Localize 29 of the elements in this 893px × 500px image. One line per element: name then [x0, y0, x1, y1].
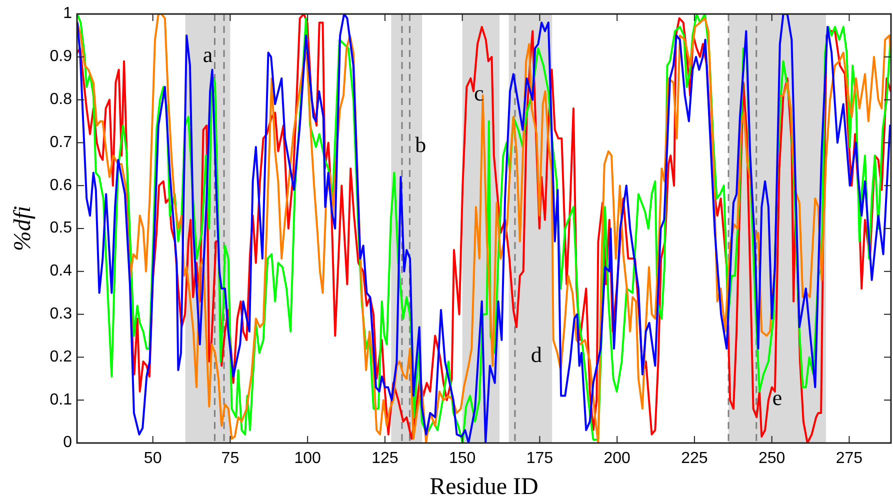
y-axis-title: %dfi — [10, 206, 36, 252]
band-label: e — [772, 385, 782, 410]
x-tick-label: 150 — [448, 450, 476, 467]
band-label: b — [415, 132, 426, 158]
x-tick-label: 250 — [758, 450, 786, 467]
y-tick-label: 0.1 — [50, 391, 72, 408]
x-tick-label: 225 — [681, 450, 708, 467]
y-tick-label: 0.9 — [50, 48, 72, 66]
y-tick-label: 0.7 — [50, 134, 72, 151]
y-tick-label: 1 — [63, 5, 72, 22]
x-tick-label: 50 — [144, 450, 162, 467]
y-tick-label: 0.2 — [50, 348, 72, 366]
line-series — [77, 14, 891, 443]
y-tick-label: 0.8 — [50, 91, 72, 108]
y-tick-label: 0.6 — [50, 176, 72, 194]
x-axis-title: Residue ID — [430, 474, 538, 500]
y-tick-label: 0 — [63, 434, 72, 452]
band-label: c — [474, 80, 484, 106]
band-label: d — [530, 342, 542, 368]
y-tick-label: 0.4 — [50, 262, 72, 280]
x-tick-label: 100 — [294, 450, 322, 467]
x-tick-label: 275 — [836, 450, 863, 467]
x-tick-label: 75 — [221, 450, 240, 467]
band-label: a — [202, 42, 213, 67]
y-tick-label: 0.3 — [50, 306, 72, 323]
x-tick-label: 200 — [604, 450, 631, 467]
y-tick-label: 0.5 — [50, 220, 72, 237]
x-tick-label: 125 — [372, 450, 398, 467]
x-tick-label: 175 — [526, 450, 554, 467]
